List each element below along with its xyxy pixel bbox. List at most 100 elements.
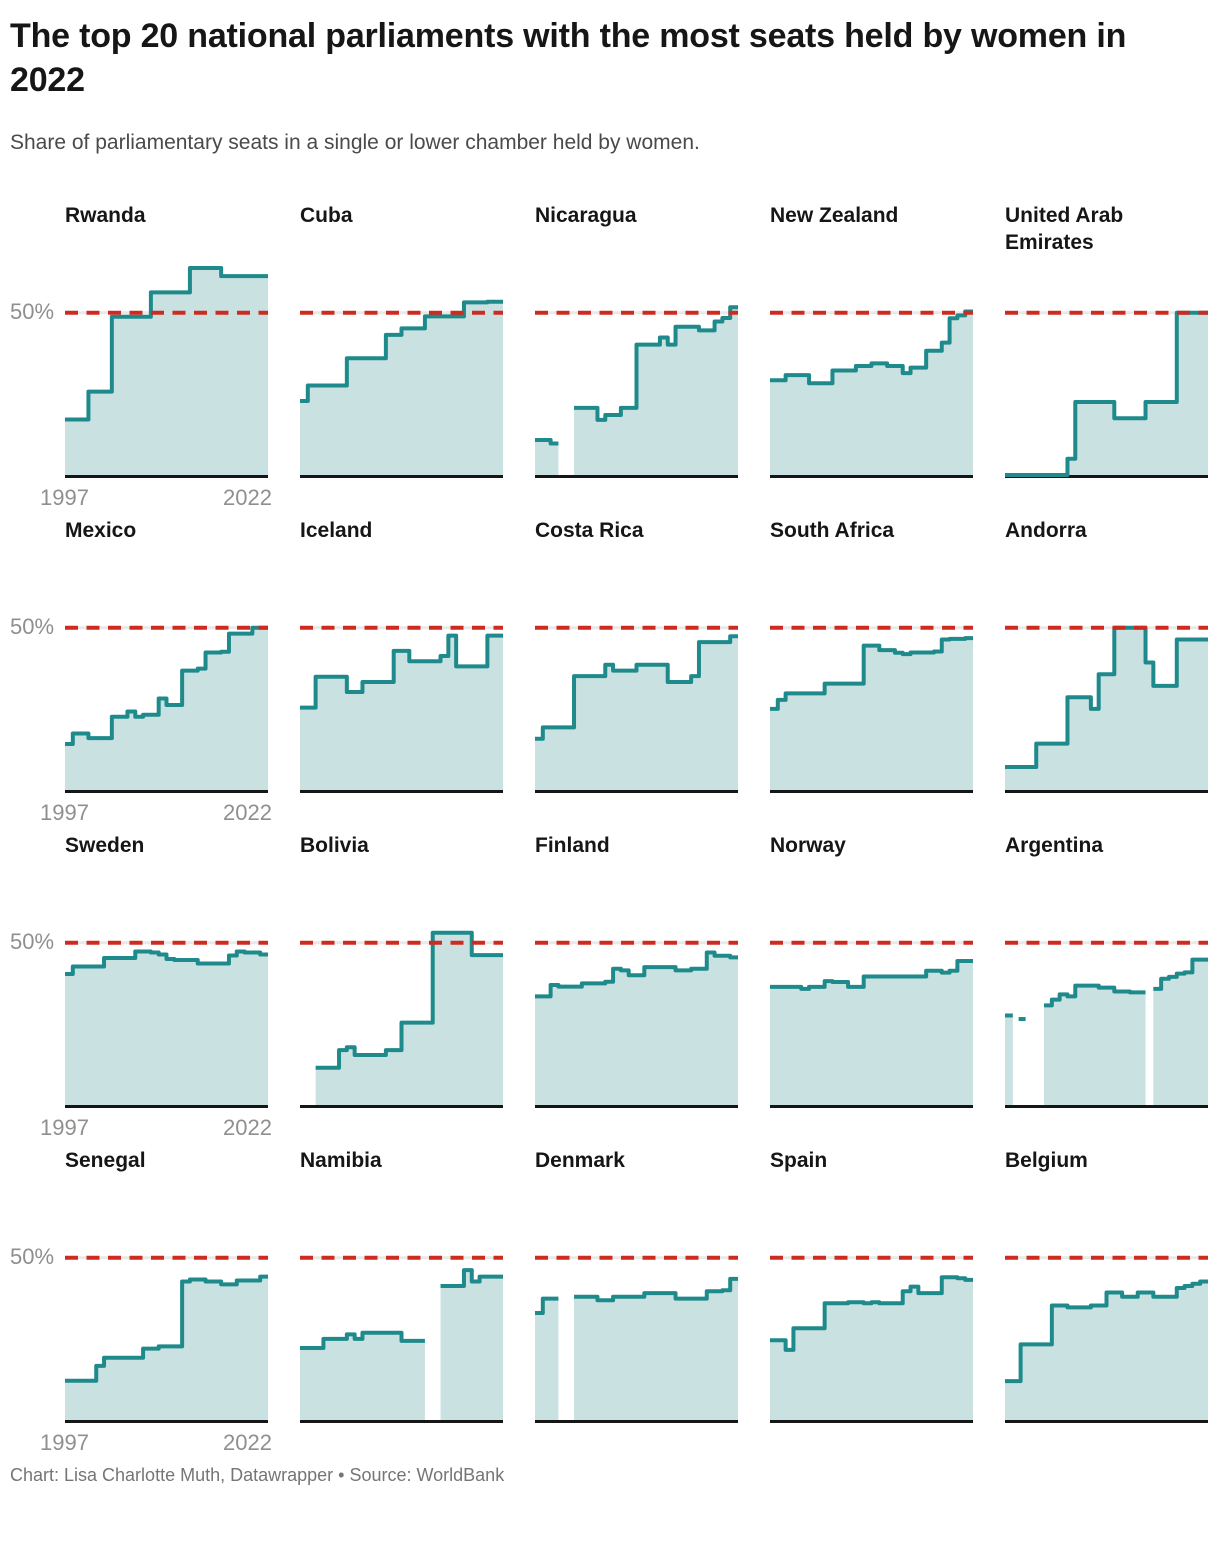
country-title-south-africa: South Africa	[770, 519, 895, 542]
x-axis-label-end: 2022	[223, 1430, 272, 1455]
chart-cell-south-africa: South Africa	[770, 517, 973, 795]
step-line	[315, 930, 503, 1070]
chart-cell-sweden: Sweden 1997 2022	[40, 832, 272, 1140]
country-title-denmark: Denmark	[535, 1149, 625, 1172]
chart-cell-denmark: Denmark	[535, 1147, 738, 1425]
chart-cell-senegal: Senegal 1997 2022	[40, 1147, 272, 1455]
step-area-chart-argentina	[1005, 940, 1208, 1108]
step-area-chart-namibia	[300, 1255, 503, 1423]
step-line	[1005, 310, 1208, 477]
country-title-nicaragua: Nicaragua	[535, 204, 637, 227]
area-fill	[300, 635, 503, 790]
country-title-mexico: Mexico	[65, 519, 137, 542]
y-ref-label: 50%	[10, 299, 55, 324]
area-fill	[315, 932, 503, 1105]
area-fill	[770, 638, 973, 790]
chart-cell-spain: Spain	[770, 1147, 973, 1425]
step-line	[1005, 1279, 1208, 1384]
step-area-chart-norway	[770, 940, 973, 1108]
small-multiples-grid: 50% Rwanda 1997 2022 Cuba Nicaragua New Zealan…	[10, 202, 1208, 1455]
y-ref-label: 50%	[10, 1244, 55, 1269]
step-area-chart-nicaragua	[535, 305, 738, 478]
area-fill	[300, 301, 503, 475]
step-line	[65, 949, 268, 976]
chart-row: 50% Rwanda 1997 2022 Cuba Nicaragua New Zealan…	[10, 202, 1208, 510]
area-fill	[1005, 312, 1208, 475]
area-fill	[535, 952, 738, 1105]
x-axis-label-start: 1997	[40, 1115, 89, 1140]
x-axis-labels: 1997 2022	[40, 485, 272, 511]
chart-cell-belgium: Belgium	[1005, 1147, 1208, 1425]
area-fill	[770, 960, 973, 1105]
step-line	[65, 1274, 268, 1383]
chart-cell-rwanda: Rwanda 1997 2022	[40, 202, 272, 510]
step-area-chart-spain	[770, 1255, 973, 1423]
chart-cell-costa-rica: Costa Rica	[535, 517, 738, 795]
footer: Chart: Lisa Charlotte Muth, Datawrapper …	[10, 1465, 1208, 1486]
step-area-chart-rwanda	[65, 266, 268, 478]
area-fill	[535, 307, 738, 475]
step-line	[1005, 957, 1208, 1022]
step-line	[535, 634, 738, 741]
country-title-new-zealand: New Zealand	[770, 204, 899, 227]
area-fill	[1005, 627, 1208, 790]
area-fill	[65, 627, 268, 790]
chart-cell-norway: Norway	[770, 832, 973, 1110]
page-subtitle: Share of parliamentary seats in a single…	[10, 131, 700, 154]
step-area-chart-sweden	[65, 940, 268, 1108]
step-line	[65, 625, 268, 746]
area-fill	[1005, 959, 1208, 1105]
y-ref-label: 50%	[10, 614, 55, 639]
step-line	[770, 958, 973, 991]
chart-row: 50% Senegal 1997 2022 Namibia Denmark Spain Bel…	[10, 1147, 1208, 1455]
step-area-chart-bolivia	[300, 930, 503, 1108]
step-line	[1005, 625, 1208, 769]
chart-cell-nicaragua: Nicaragua	[535, 202, 738, 480]
country-title-bolivia: Bolivia	[300, 834, 369, 857]
country-title-cuba: Cuba	[300, 204, 353, 227]
chart-cell-new-zealand: New Zealand	[770, 202, 973, 480]
area-fill	[770, 1277, 973, 1420]
page-title: The top 20 national parliaments with the…	[10, 17, 1127, 99]
step-area-chart-belgium	[1005, 1255, 1208, 1423]
step-area-chart-finland	[535, 940, 738, 1108]
x-axis-label-end: 2022	[223, 800, 272, 825]
area-fill	[1005, 1281, 1208, 1420]
step-area-chart-new-zealand	[770, 309, 973, 478]
chart-cell-argentina: Argentina	[1005, 832, 1208, 1110]
step-area-chart-senegal	[65, 1255, 268, 1423]
step-area-chart-costa-rica	[535, 625, 738, 793]
x-axis-labels: 1997 2022	[40, 1430, 272, 1456]
x-axis-label-start: 1997	[40, 1430, 89, 1455]
step-area-chart-cuba	[300, 299, 503, 478]
country-title-norway: Norway	[770, 834, 846, 857]
step-area-chart-andorra	[1005, 625, 1208, 793]
chart-cell-bolivia: Bolivia	[300, 832, 503, 1110]
footer-credit: Chart: Lisa Charlotte Muth, Datawrapper …	[10, 1465, 505, 1485]
country-title-andorra: Andorra	[1005, 519, 1087, 542]
country-title-united-arab-emirates: United Arab Emirates	[1005, 204, 1124, 254]
area-fill	[535, 1278, 738, 1420]
chart-row: 50% Mexico 1997 2022 Iceland Costa Rica South …	[10, 517, 1208, 825]
area-fill	[770, 311, 973, 475]
step-line	[535, 1276, 738, 1315]
chart-cell-cuba: Cuba	[300, 202, 503, 480]
country-title-belgium: Belgium	[1005, 1149, 1088, 1172]
chart-cell-andorra: Andorra	[1005, 517, 1208, 795]
country-title-costa-rica: Costa Rica	[535, 519, 644, 542]
step-line	[300, 299, 503, 404]
x-axis-labels: 1997 2022	[40, 800, 272, 826]
x-axis-label-end: 2022	[223, 485, 272, 510]
step-area-chart-united-arab-emirates	[1005, 310, 1208, 478]
area-fill	[65, 951, 268, 1105]
x-axis-label-start: 1997	[40, 800, 89, 825]
country-title-finland: Finland	[535, 834, 610, 857]
step-area-chart-denmark	[535, 1255, 738, 1423]
step-line	[770, 309, 973, 386]
chart-cell-namibia: Namibia	[300, 1147, 503, 1425]
x-axis-labels: 1997 2022	[40, 1115, 272, 1141]
step-area-chart-south-africa	[770, 625, 973, 793]
country-title-argentina: Argentina	[1005, 834, 1104, 857]
step-line	[535, 950, 738, 999]
x-axis-label-start: 1997	[40, 485, 89, 510]
